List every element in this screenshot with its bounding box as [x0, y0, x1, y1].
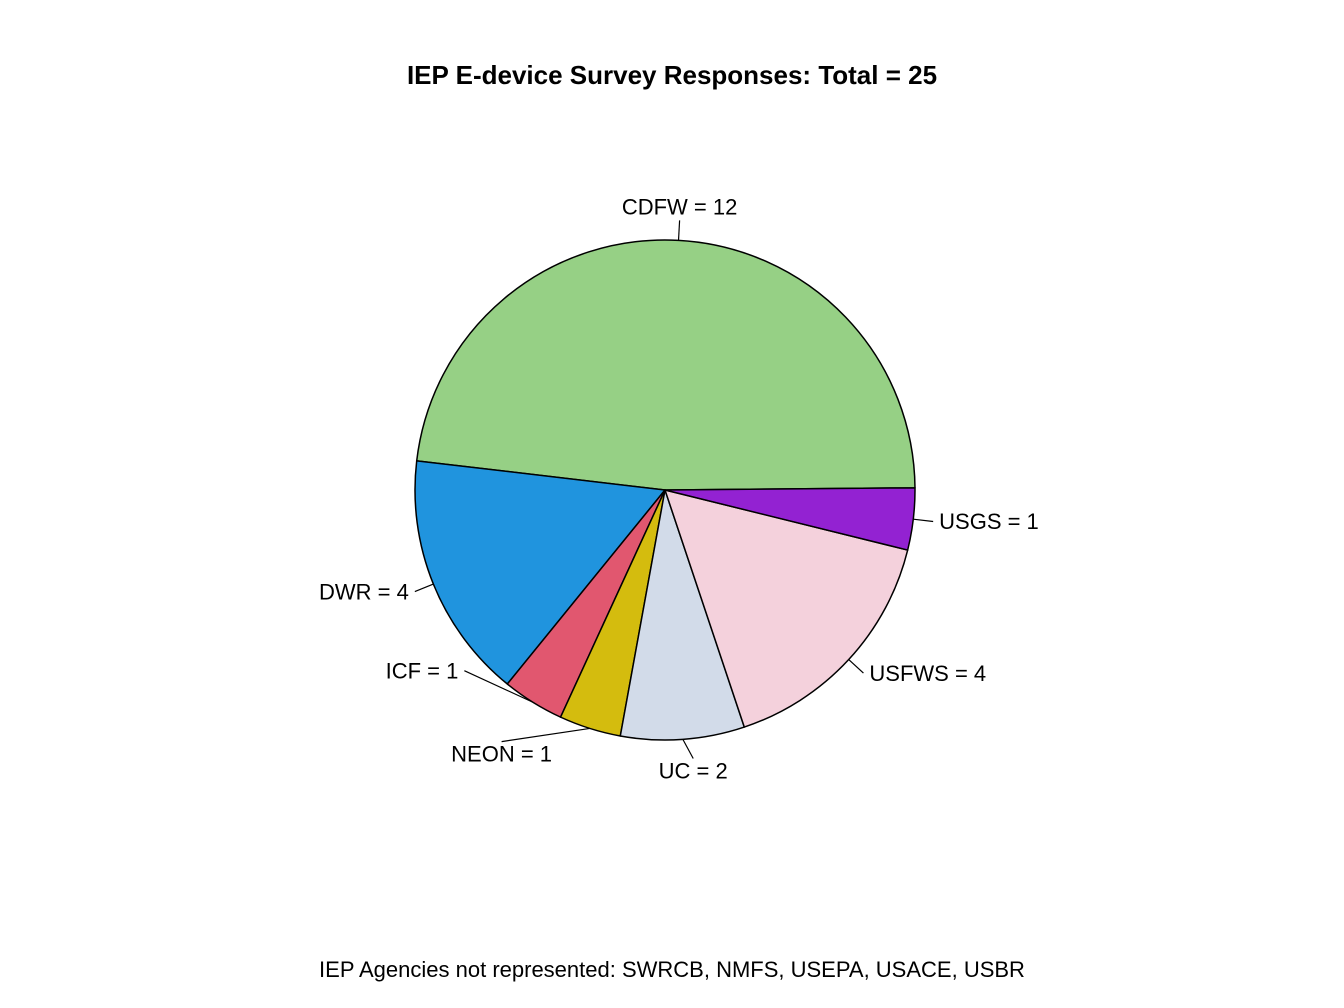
chart-caption: IEP Agencies not represented: SWRCB, NMF… — [0, 957, 1344, 983]
slice-label-usgs: USGS = 1 — [939, 509, 1039, 534]
slice-label-icf: ICF = 1 — [386, 658, 459, 683]
leader-line — [679, 220, 680, 240]
slice-label-uc: UC = 2 — [659, 758, 728, 783]
slice-label-usfws: USFWS = 4 — [869, 661, 986, 686]
pie-slice-cdfw — [417, 240, 915, 490]
leader-line — [415, 584, 434, 592]
leader-line — [502, 728, 590, 741]
slice-label-cdfw: CDFW = 12 — [622, 194, 738, 219]
pie-chart: CDFW = 12 DWR = 4 ICF = 1 NEON = 1 UC = 2 USF… — [0, 0, 1344, 1008]
slice-label-dwr: DWR = 4 — [319, 579, 409, 604]
slice-label-neon: NEON = 1 — [451, 741, 552, 766]
leader-line — [683, 739, 693, 758]
leader-line — [849, 660, 864, 674]
leader-line — [913, 519, 933, 521]
